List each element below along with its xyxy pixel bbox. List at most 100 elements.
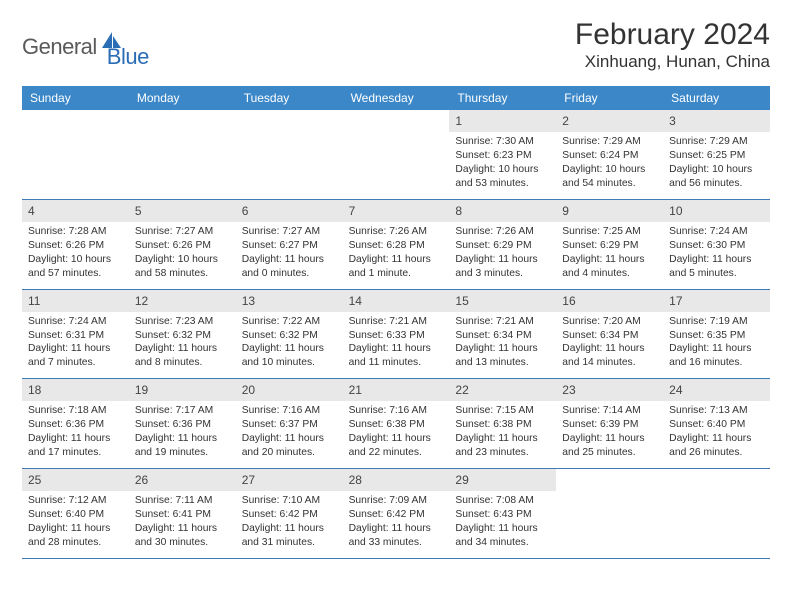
daylight-line: Daylight: 11 hours and 8 minutes. (135, 342, 230, 370)
sunrise-line: Sunrise: 7:24 AM (669, 225, 764, 239)
logo-text-general: General (22, 34, 97, 60)
day-cell: 27Sunrise: 7:10 AMSunset: 6:42 PMDayligh… (236, 469, 343, 558)
sunset-line: Sunset: 6:36 PM (28, 418, 123, 432)
sunrise-line: Sunrise: 7:29 AM (669, 135, 764, 149)
day-cell: 24Sunrise: 7:13 AMSunset: 6:40 PMDayligh… (663, 379, 770, 468)
day-header: Friday (556, 86, 663, 110)
daylight-line: Daylight: 10 hours and 58 minutes. (135, 253, 230, 281)
sunset-line: Sunset: 6:39 PM (562, 418, 657, 432)
sunset-line: Sunset: 6:35 PM (669, 329, 764, 343)
day-cell: 26Sunrise: 7:11 AMSunset: 6:41 PMDayligh… (129, 469, 236, 558)
daylight-line: Daylight: 10 hours and 54 minutes. (562, 163, 657, 191)
day-number: 4 (22, 200, 129, 222)
sunrise-line: Sunrise: 7:12 AM (28, 494, 123, 508)
daylight-line: Daylight: 10 hours and 56 minutes. (669, 163, 764, 191)
weeks-container: 1 Sunrise: 7:30 AMSunset: 6:23 PM Daylight… (22, 110, 770, 559)
daylight-line: Daylight: 11 hours and 1 minute. (349, 253, 444, 281)
daylight-line: Daylight: 11 hours and 14 minutes. (562, 342, 657, 370)
day-number: 10 (663, 200, 770, 222)
day-number: 20 (236, 379, 343, 401)
sunrise-line: Sunrise: 7:08 AM (455, 494, 550, 508)
day-cell: 20Sunrise: 7:16 AMSunset: 6:37 PMDayligh… (236, 379, 343, 468)
day-number: 18 (22, 379, 129, 401)
sunrise-line: Sunrise: 7:11 AM (135, 494, 230, 508)
day-number: 13 (236, 290, 343, 312)
day-cell: 14Sunrise: 7:21 AMSunset: 6:33 PMDayligh… (343, 290, 450, 379)
sunset-line: Sunset: 6:24 PM (562, 149, 657, 163)
empty-cell (22, 110, 129, 199)
daylight-line: Daylight: 11 hours and 31 minutes. (242, 522, 337, 550)
logo: General Blue (22, 24, 149, 70)
day-cell: 19Sunrise: 7:17 AMSunset: 6:36 PMDayligh… (129, 379, 236, 468)
daylight-line: Daylight: 11 hours and 11 minutes. (349, 342, 444, 370)
day-cell: 6Sunrise: 7:27 AMSunset: 6:27 PMDaylight… (236, 200, 343, 289)
sunset-line: Sunset: 6:37 PM (242, 418, 337, 432)
sunrise-line: Sunrise: 7:26 AM (455, 225, 550, 239)
sunrise-line: Sunrise: 7:16 AM (242, 404, 337, 418)
daylight-line: Daylight: 11 hours and 10 minutes. (242, 342, 337, 370)
day-cell: 7Sunrise: 7:26 AMSunset: 6:28 PMDaylight… (343, 200, 450, 289)
sunset-line: Sunset: 6:23 PM (455, 149, 550, 163)
day-number: 29 (449, 469, 556, 491)
sunrise-line: Sunrise: 7:13 AM (669, 404, 764, 418)
sunrise-line: Sunrise: 7:30 AM (455, 135, 550, 149)
title-block: February 2024 Xinhuang, Hunan, China (575, 18, 770, 72)
sunrise-line: Sunrise: 7:27 AM (135, 225, 230, 239)
day-number: 23 (556, 379, 663, 401)
day-cell: 18Sunrise: 7:18 AMSunset: 6:36 PMDayligh… (22, 379, 129, 468)
day-number: 2 (556, 110, 663, 132)
empty-cell (343, 110, 450, 199)
daylight-line: Daylight: 11 hours and 13 minutes. (455, 342, 550, 370)
sunrise-line: Sunrise: 7:21 AM (349, 315, 444, 329)
day-header: Monday (129, 86, 236, 110)
daylight-line: Daylight: 11 hours and 0 minutes. (242, 253, 337, 281)
sunrise-line: Sunrise: 7:29 AM (562, 135, 657, 149)
sunrise-line: Sunrise: 7:15 AM (455, 404, 550, 418)
daylight-line: Daylight: 11 hours and 33 minutes. (349, 522, 444, 550)
day-cell: 1Sunrise: 7:30 AMSunset: 6:23 PMDaylight… (449, 110, 556, 199)
sunrise-line: Sunrise: 7:21 AM (455, 315, 550, 329)
sunset-line: Sunset: 6:42 PM (349, 508, 444, 522)
week-row: 25Sunrise: 7:12 AMSunset: 6:40 PMDayligh… (22, 469, 770, 559)
day-cell: 15Sunrise: 7:21 AMSunset: 6:34 PMDayligh… (449, 290, 556, 379)
day-number: 16 (556, 290, 663, 312)
day-header: Tuesday (236, 86, 343, 110)
location-subtitle: Xinhuang, Hunan, China (575, 52, 770, 72)
day-cell: 25Sunrise: 7:12 AMSunset: 6:40 PMDayligh… (22, 469, 129, 558)
sunset-line: Sunset: 6:31 PM (28, 329, 123, 343)
daylight-line: Daylight: 11 hours and 22 minutes. (349, 432, 444, 460)
day-cell: 28 Sunrise: 7:09 AMSunset: 6:42 PMDayligh… (343, 469, 450, 558)
day-number: 5 (129, 200, 236, 222)
day-number: 1 (449, 110, 556, 132)
sunrise-line: Sunrise: 7:26 AM (349, 225, 444, 239)
empty-cell (556, 469, 663, 558)
sunrise-line: Sunrise: 7:20 AM (562, 315, 657, 329)
day-number: 3 (663, 110, 770, 132)
day-cell: 12Sunrise: 7:23 AMSunset: 6:32 PMDayligh… (129, 290, 236, 379)
daylight-line: Daylight: 11 hours and 3 minutes. (455, 253, 550, 281)
day-number: 12 (129, 290, 236, 312)
sunset-line: Sunset: 6:36 PM (135, 418, 230, 432)
week-row: 18Sunrise: 7:18 AMSunset: 6:36 PMDayligh… (22, 379, 770, 469)
sunset-line: Sunset: 6:26 PM (28, 239, 123, 253)
sunset-line: Sunset: 6:30 PM (669, 239, 764, 253)
sunset-line: Sunset: 6:42 PM (242, 508, 337, 522)
sunset-line: Sunset: 6:29 PM (455, 239, 550, 253)
sunset-line: Sunset: 6:25 PM (669, 149, 764, 163)
empty-cell (663, 469, 770, 558)
day-cell: 8Sunrise: 7:26 AMSunset: 6:29 PMDaylight… (449, 200, 556, 289)
sunrise-line: Sunrise: 7:09 AM (349, 494, 444, 508)
day-cell: 23Sunrise: 7:14 AMSunset: 6:39 PMDayligh… (556, 379, 663, 468)
day-number: 28 (343, 469, 450, 491)
day-number: 7 (343, 200, 450, 222)
day-cell: 13Sunrise: 7:22 AMSunset: 6:32 PMDayligh… (236, 290, 343, 379)
sunset-line: Sunset: 6:38 PM (349, 418, 444, 432)
sunset-line: Sunset: 6:32 PM (242, 329, 337, 343)
calendar-page: General Blue February 2024 Xinhuang, Hun… (0, 0, 792, 577)
day-number: 11 (22, 290, 129, 312)
sunset-line: Sunset: 6:38 PM (455, 418, 550, 432)
daylight-line: Daylight: 11 hours and 16 minutes. (669, 342, 764, 370)
sunrise-line: Sunrise: 7:27 AM (242, 225, 337, 239)
day-cell: 29Sunrise: 7:08 AMSunset: 6:43 PMDayligh… (449, 469, 556, 558)
empty-cell (236, 110, 343, 199)
